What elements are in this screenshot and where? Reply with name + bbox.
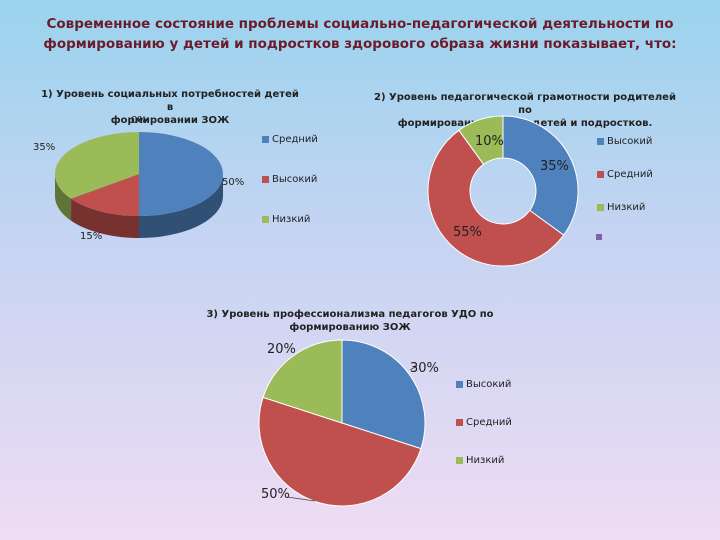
- chart3-legend-swatch: [456, 457, 463, 464]
- chart2-legend-extra-swatch: [596, 234, 602, 240]
- chart1-title: 1) Уровень социальных потребностей детей…: [40, 88, 300, 127]
- chart2-slice: [427, 129, 565, 267]
- chart3-value-label: 30%: [410, 361, 439, 376]
- chart2-legend-label: Низкий: [607, 202, 646, 213]
- chart3-title: 3) Уровень профессионализма педагогов УД…: [205, 308, 495, 334]
- chart1-legend-label: Средний: [272, 134, 318, 145]
- chart2-legend-swatch: [597, 204, 604, 211]
- chart2-legend-label: Средний: [607, 169, 653, 180]
- chart1-legend-swatch: [262, 216, 269, 223]
- chart3-leader-line: [286, 496, 316, 502]
- chart2-legend-swatch: [597, 138, 604, 145]
- chart1-legend-item: Низкий: [262, 214, 310, 225]
- chart1-legend-item: Высокий: [262, 174, 317, 185]
- chart1-title-line1: 1) Уровень социальных потребностей детей…: [41, 89, 299, 113]
- chart1-legend-swatch: [262, 136, 269, 143]
- chart2-legend-swatch: [597, 171, 604, 178]
- chart2-value-label: 55%: [453, 225, 482, 240]
- chart3-slice: [341, 339, 426, 450]
- chart2-slice: [502, 115, 579, 236]
- chart1-slice: [139, 132, 223, 216]
- chart2-slice: [458, 115, 504, 166]
- chart2-legend-item: Высокий: [597, 136, 652, 147]
- chart3-legend-swatch: [456, 381, 463, 388]
- chart1-legend-label: Высокий: [272, 174, 318, 185]
- chart3-leader-line: [409, 365, 418, 371]
- chart2-value-label: 10%: [475, 134, 504, 149]
- chart3-value-label: 20%: [267, 342, 296, 357]
- page-title-line1: Современное состояние проблемы социально…: [46, 16, 674, 32]
- chart1-slice-side: [55, 174, 72, 221]
- chart1-value-label: 15%: [80, 231, 103, 242]
- chart1-slice: [71, 174, 139, 216]
- chart3-slice: [262, 339, 343, 424]
- chart1-legend-item: Средний: [262, 134, 318, 145]
- chart2-value-label: 35%: [540, 159, 569, 174]
- chart1-slice-side: [139, 174, 223, 238]
- chart2-legend-label: Высокий: [607, 136, 653, 147]
- chart3-legend-label: Средний: [466, 417, 512, 428]
- chart1-title-line2: формировании ЗОЖ: [110, 115, 230, 126]
- chart3-legend-item: Средний: [456, 417, 512, 428]
- chart1-value-label: 50%: [222, 177, 245, 188]
- chart2-legend-item: Низкий: [597, 202, 645, 213]
- chart3-legend-label: Высокий: [466, 379, 512, 390]
- chart2-legend-item: Средний: [597, 169, 653, 180]
- chart1-slice-side: [71, 198, 139, 238]
- chart3-legend-label: Низкий: [466, 455, 505, 466]
- chart3-legend-item: Высокий: [456, 379, 511, 390]
- chart1-legend-swatch: [262, 176, 269, 183]
- chart3-title-line2: формированию ЗОЖ: [289, 322, 411, 333]
- page-title: Современное состояние проблемы социально…: [40, 14, 680, 54]
- chart3-value-label: 50%: [261, 487, 290, 502]
- chart3-title-line1: 3) Уровень профессионализма педагогов УД…: [206, 309, 494, 320]
- page-title-line2: формированию у детей и подростков здоров…: [43, 36, 677, 52]
- chart1-value-label: 35%: [33, 142, 56, 153]
- chart3-legend-item: Низкий: [456, 455, 504, 466]
- chart1-extra-label: 0%: [131, 115, 147, 126]
- chart1-slice: [55, 132, 140, 199]
- chart3-slice: [258, 396, 422, 507]
- chart2-title-line1: 2) Уровень педагогической грамотности ро…: [374, 92, 676, 116]
- chart3-legend-swatch: [456, 419, 463, 426]
- chart1-legend-label: Низкий: [272, 214, 311, 225]
